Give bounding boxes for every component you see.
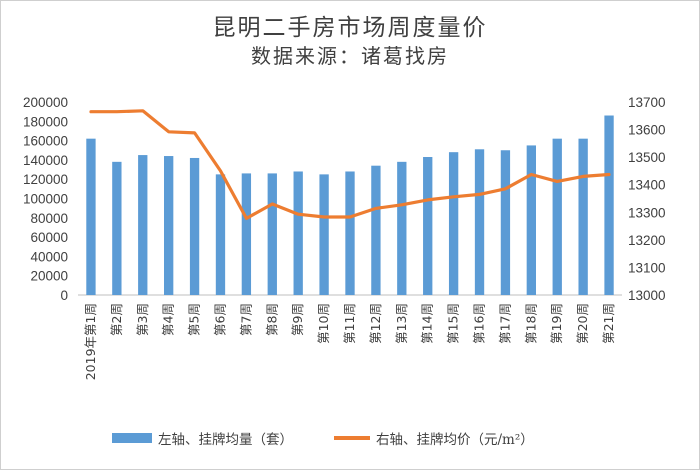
x-tick-label: 第16周	[472, 303, 487, 344]
bar	[164, 156, 174, 295]
x-tick-label: 第10周	[316, 303, 331, 344]
y-left-tick-label: 140000	[23, 153, 68, 168]
x-tick-label: 2019年第1周	[83, 303, 98, 380]
bar	[215, 174, 226, 295]
x-tick-label: 第21周	[601, 303, 616, 344]
y-left-tick-label: 160000	[23, 134, 68, 149]
x-tick-label: 第13周	[394, 303, 409, 344]
bar	[319, 174, 329, 295]
bar	[345, 171, 355, 295]
x-tick-label: 第12周	[368, 303, 383, 344]
x-tick-label: 第17周	[497, 303, 512, 344]
legend-item-bars: 左轴、挂牌均量（套）	[112, 428, 293, 448]
bar	[500, 150, 511, 295]
chart-title: 昆明二手房市场周度量价	[212, 15, 488, 41]
bar	[138, 155, 148, 295]
bar	[578, 138, 588, 295]
y-right-tick-label: 13500	[628, 150, 666, 165]
y-right-tick-label: 13000	[628, 288, 666, 303]
bar	[267, 173, 277, 295]
y-right-tick-label: 13600	[628, 123, 666, 138]
bar	[293, 171, 303, 295]
bar	[397, 161, 407, 295]
y-left-tick-label: 20000	[30, 269, 68, 284]
price-line	[89, 109, 611, 220]
y-left-tick-label: 200000	[23, 95, 68, 110]
y-right-tick-label: 13300	[628, 205, 666, 220]
x-tick-label: 第15周	[446, 303, 461, 344]
y-left-tick-label: 180000	[23, 114, 68, 129]
x-tick-label: 第7周	[238, 303, 253, 336]
x-tick-label: 第5周	[187, 303, 202, 336]
y-left-tick-label: 0	[60, 288, 68, 303]
y-right-tick-label: 13700	[628, 95, 666, 110]
bar	[552, 138, 562, 295]
x-tick-label: 第9周	[290, 303, 305, 336]
bar	[86, 138, 96, 295]
legend: 左轴、挂牌均量（套） 右轴、挂牌均价（元/m²）	[0, 428, 700, 452]
bar	[448, 152, 459, 295]
y-right-tick-label: 13200	[628, 233, 666, 248]
x-tick-label: 第11周	[342, 303, 357, 344]
x-tick-label: 第19周	[549, 303, 564, 344]
x-tick-label: 第20周	[575, 303, 590, 344]
legend-label-bars: 左轴、挂牌均量（套）	[158, 432, 293, 448]
bar	[241, 173, 252, 295]
legend-label-line: 右轴、挂牌均价（元/m²）	[376, 432, 534, 448]
y-left-tick-label: 120000	[23, 172, 68, 187]
bar	[604, 115, 614, 295]
legend-swatch-bars	[112, 433, 152, 443]
x-tick-label: 第2周	[109, 303, 124, 336]
chart-subtitle: 数据来源：诸葛找房	[251, 44, 449, 68]
x-tick-label: 第3周	[135, 303, 150, 336]
x-tick-label: 第8周	[264, 303, 279, 336]
x-tick-label: 第4周	[161, 303, 176, 336]
bar	[189, 157, 200, 295]
y-left-tick-label: 80000	[30, 211, 68, 226]
bar	[112, 161, 122, 295]
legend-item-line: 右轴、挂牌均价（元/m²）	[334, 428, 534, 448]
x-tick-label: 第6周	[212, 303, 227, 336]
y-left-tick-label: 100000	[23, 192, 68, 207]
bar	[423, 157, 433, 295]
bar	[371, 165, 381, 295]
x-tick-label: 第14周	[420, 303, 435, 344]
y-left-tick-label: 60000	[30, 230, 68, 245]
x-tick-label: 第18周	[523, 303, 538, 344]
y-right-tick-label: 13400	[628, 178, 666, 193]
y-right-tick-label: 13100	[628, 260, 666, 275]
legend-swatch-line	[334, 436, 370, 440]
bar	[474, 149, 485, 295]
bar	[526, 145, 536, 295]
y-left-tick-label: 40000	[30, 249, 68, 264]
